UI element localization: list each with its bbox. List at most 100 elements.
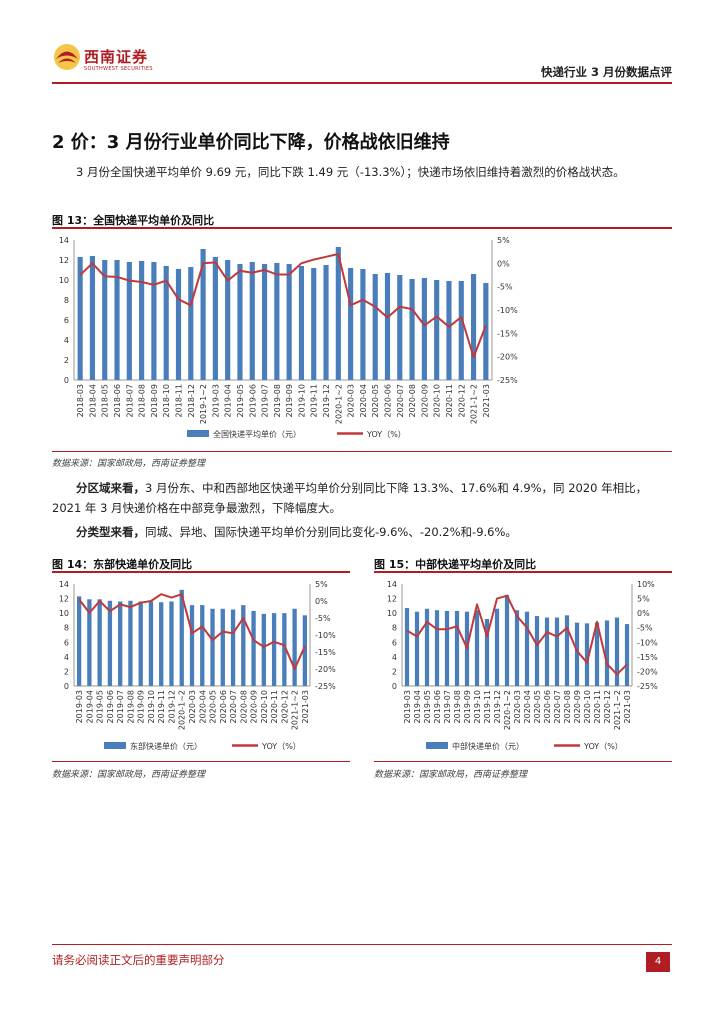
x-tick-label: 2020-05 bbox=[533, 690, 542, 723]
bar bbox=[298, 266, 305, 380]
bar bbox=[323, 265, 329, 380]
legend-line-label: YOY（%） bbox=[366, 430, 406, 439]
y-tick-left: 0 bbox=[64, 682, 69, 691]
bar bbox=[230, 609, 236, 686]
y-tick-left: 0 bbox=[392, 682, 397, 691]
y-tick-left: 4 bbox=[64, 336, 69, 345]
paragraph-national-price: 3 月份全国快递平均单价 9.69 元，同比下跌 1.49 元（-13.3%）；… bbox=[76, 165, 625, 179]
x-tick-label: 2020-11 bbox=[593, 690, 602, 723]
x-tick-label: 2019-07 bbox=[261, 384, 270, 417]
y-tick-right: -5% bbox=[315, 614, 331, 623]
x-tick-label: 2019-04 bbox=[413, 690, 422, 723]
bar bbox=[404, 608, 410, 686]
x-tick-label: 2018-09 bbox=[150, 384, 159, 417]
bar bbox=[220, 608, 225, 686]
logo-name: 西南证券 bbox=[84, 48, 149, 66]
bar bbox=[261, 264, 268, 380]
x-tick-label: 2020-09 bbox=[573, 690, 582, 723]
figure-14-source: 数据来源：国家邮政局，西南证券整理 bbox=[52, 770, 206, 780]
bar bbox=[604, 620, 610, 686]
y-tick-left: 6 bbox=[392, 638, 397, 647]
x-tick-label: 2021-1~2 bbox=[470, 384, 479, 424]
bar bbox=[360, 269, 366, 380]
y-tick-right: -15% bbox=[315, 648, 336, 657]
x-tick-label: 2019-04 bbox=[85, 690, 94, 723]
x-tick-label: 2020-04 bbox=[359, 384, 368, 417]
bar bbox=[544, 617, 550, 686]
bar bbox=[311, 268, 317, 380]
bar bbox=[139, 261, 145, 380]
bar bbox=[107, 600, 113, 686]
x-tick-label: 2019-11 bbox=[483, 690, 492, 723]
y-tick-left: 2 bbox=[64, 356, 69, 365]
bar bbox=[292, 608, 297, 686]
bar bbox=[77, 257, 83, 380]
bar bbox=[384, 273, 391, 380]
x-tick-label: 2018-06 bbox=[113, 384, 122, 417]
x-tick-label: 2020-06 bbox=[384, 384, 393, 417]
x-tick-label: 2020-03 bbox=[188, 690, 197, 723]
x-tick-label: 2020-11 bbox=[445, 384, 454, 417]
bar bbox=[594, 622, 600, 686]
legend-bar-label: 全国快递平均单价（元） bbox=[213, 429, 301, 439]
x-tick-label: 2019-07 bbox=[116, 690, 125, 723]
x-tick-label: 2021-03 bbox=[301, 690, 310, 723]
x-tick-label: 2019-08 bbox=[126, 690, 135, 723]
legend-bar-label: 东部快递单价（元） bbox=[130, 741, 202, 751]
paragraph-regional-price: 分区域来看，3 月份东、中和西部地区快递平均单价分别同比下降 13.3%、17.… bbox=[52, 478, 672, 518]
y-tick-right: 0% bbox=[315, 597, 328, 606]
page-number: 4 bbox=[646, 952, 670, 972]
bar bbox=[138, 601, 143, 686]
bar bbox=[534, 616, 540, 686]
bar bbox=[454, 610, 460, 686]
x-tick-label: 2019-03 bbox=[211, 384, 220, 417]
bar bbox=[424, 608, 430, 686]
y-tick-right: -15% bbox=[497, 329, 518, 338]
chart-central-price: 0 2 4 6 8 10 12 14 -25% -20% -15% -10% -5% 0% 5% 10% 201… bbox=[387, 580, 658, 751]
x-tick-label: 2020-03 bbox=[513, 690, 522, 723]
yoy-line bbox=[406, 594, 628, 676]
bar bbox=[210, 608, 215, 686]
bar bbox=[151, 262, 157, 380]
bar bbox=[372, 274, 378, 380]
legend-line-label: YOY（%） bbox=[261, 742, 301, 751]
x-tick-label: 2019-06 bbox=[433, 690, 442, 723]
chart-national-price: 0 2 4 6 8 10 12 14 -25% -20% -15% -10% -5% 0% 5% 2018-0… bbox=[59, 236, 518, 439]
y-tick-right: 0% bbox=[497, 259, 510, 268]
figure-14-title: 图 14：东部快递单价及同比 bbox=[52, 558, 193, 571]
y-tick-left: 6 bbox=[64, 316, 69, 325]
y-tick-left: 10 bbox=[59, 276, 69, 285]
x-tick-label: 2020-06 bbox=[219, 690, 228, 723]
x-tick-label: 2020-12 bbox=[280, 690, 289, 723]
x-tick-label: 2019-11 bbox=[157, 690, 166, 723]
x-tick-label: 2018-12 bbox=[187, 384, 196, 417]
y-tick-right: -25% bbox=[497, 376, 518, 385]
bar bbox=[624, 624, 630, 686]
bar bbox=[212, 257, 218, 380]
bar bbox=[249, 262, 255, 380]
y-tick-left: 14 bbox=[59, 580, 69, 589]
x-tick-label: 2019-12 bbox=[493, 690, 502, 723]
y-tick-right: -20% bbox=[637, 667, 658, 676]
bar bbox=[335, 247, 341, 380]
yoy-line bbox=[78, 593, 306, 670]
bar bbox=[189, 605, 195, 686]
y-tick-right: -25% bbox=[637, 682, 658, 691]
bar bbox=[494, 608, 500, 686]
y-tick-left: 2 bbox=[64, 667, 69, 676]
figure-13-title: 图 13：全国快递平均单价及同比 bbox=[52, 214, 215, 227]
y-tick-left: 12 bbox=[59, 256, 69, 265]
figure-15-source: 数据来源：国家邮政局，西南证券整理 bbox=[374, 770, 528, 780]
x-tick-label: 2018-05 bbox=[101, 384, 110, 417]
report-title: 快递行业 3 月份数据点评 bbox=[540, 65, 672, 79]
bar bbox=[163, 266, 169, 380]
bar bbox=[148, 601, 154, 686]
y-tick-left: 8 bbox=[64, 624, 69, 633]
x-tick-label: 2018-04 bbox=[88, 384, 97, 417]
bar bbox=[169, 601, 174, 686]
bar bbox=[118, 601, 123, 686]
bar bbox=[470, 274, 477, 380]
x-tick-label: 2020-03 bbox=[347, 384, 356, 417]
x-tick-label: 2020-07 bbox=[553, 690, 562, 723]
bar bbox=[446, 281, 452, 380]
